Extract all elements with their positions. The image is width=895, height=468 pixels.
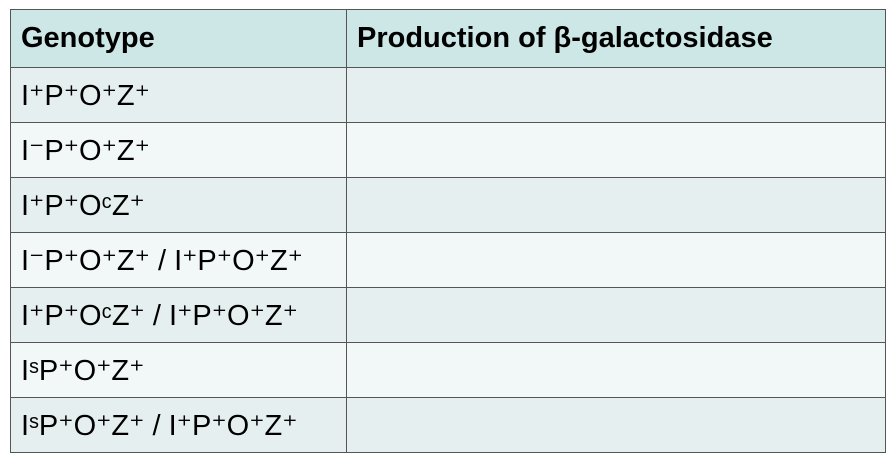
table-row: IˢP⁺O⁺Z⁺ / I⁺P⁺O⁺Z⁺: [10, 397, 886, 453]
table-row: IˢP⁺O⁺Z⁺: [10, 342, 886, 398]
genotype-cell: I⁻P⁺O⁺Z⁺ / I⁺P⁺O⁺Z⁺: [10, 232, 347, 288]
table-row: I⁻P⁺O⁺Z⁺: [10, 122, 886, 178]
production-cell: [346, 67, 886, 123]
table-row: I⁻P⁺O⁺Z⁺ / I⁺P⁺O⁺Z⁺: [10, 232, 886, 288]
production-cell: [346, 122, 886, 178]
production-cell: [346, 342, 886, 398]
table-row: I⁺P⁺OᶜZ⁺: [10, 177, 886, 233]
table-row: I⁺P⁺O⁺Z⁺: [10, 67, 886, 123]
header-cell: Production of β-galactosidase: [346, 9, 886, 68]
genotype-cell: I⁺P⁺OᶜZ⁺: [10, 177, 347, 233]
production-cell: [346, 397, 886, 453]
genotype-cell: I⁻P⁺O⁺Z⁺: [10, 122, 347, 178]
header-cell: Genotype: [10, 9, 347, 68]
production-cell: [346, 287, 886, 343]
header-row: Genotype Production of β-galactosidase: [10, 9, 886, 68]
genotype-table: Genotype Production of β-galactosidase I…: [10, 9, 886, 453]
table-row: I⁺P⁺OᶜZ⁺ / I⁺P⁺O⁺Z⁺: [10, 287, 886, 343]
genotype-cell: I⁺P⁺OᶜZ⁺ / I⁺P⁺O⁺Z⁺: [10, 287, 347, 343]
production-cell: [346, 232, 886, 288]
table-body: I⁺P⁺O⁺Z⁺ I⁻P⁺O⁺Z⁺ I⁺P⁺OᶜZ⁺ I⁻P⁺O⁺Z⁺ / I⁺P⁺O…: [10, 67, 886, 453]
genotype-cell: IˢP⁺O⁺Z⁺ / I⁺P⁺O⁺Z⁺: [10, 397, 347, 453]
genotype-cell: IˢP⁺O⁺Z⁺: [10, 342, 347, 398]
genotype-cell: I⁺P⁺O⁺Z⁺: [10, 67, 347, 123]
production-cell: [346, 177, 886, 233]
